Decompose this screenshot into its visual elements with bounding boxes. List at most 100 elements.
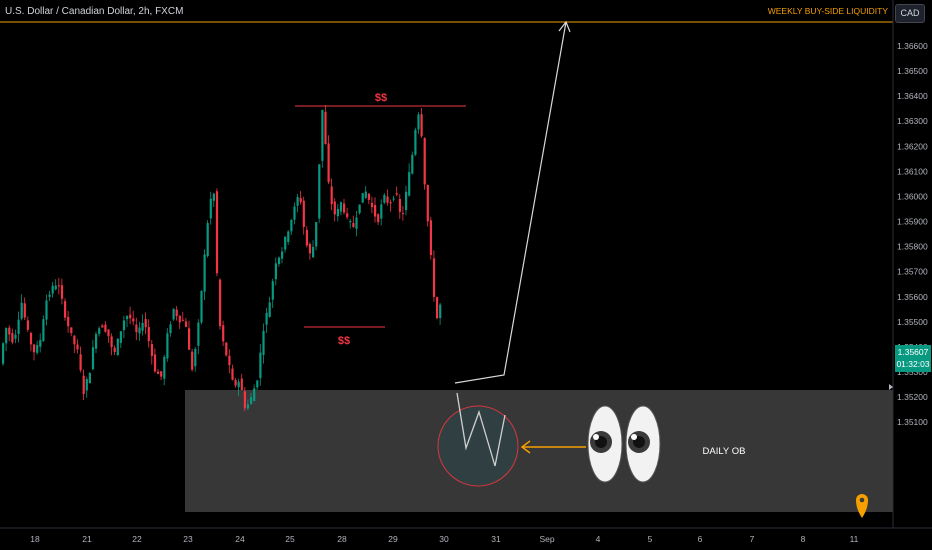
candle-body [57, 285, 60, 287]
candle-body [144, 318, 147, 328]
candle-body [95, 334, 98, 349]
candle-body [175, 309, 178, 317]
candle-body [17, 319, 20, 334]
candle-body [54, 285, 57, 290]
time-tick-label: 24 [235, 534, 245, 544]
candle-body [370, 202, 374, 208]
candle-body [191, 351, 194, 370]
candle-body [389, 202, 392, 204]
candle-body [184, 321, 188, 327]
time-tick-label: 30 [439, 534, 449, 544]
candle-body [98, 328, 101, 334]
candle-body [436, 297, 439, 319]
candle-body [312, 246, 315, 258]
candle-body [237, 381, 240, 388]
price-tick-label: 1.35100 [897, 417, 928, 427]
candle-body [150, 344, 153, 356]
candle-body [374, 204, 377, 217]
candle-body [420, 114, 423, 137]
candle-body [33, 344, 36, 353]
candle-body [126, 316, 129, 320]
candle-body [222, 325, 225, 342]
daily-ob-label: DAILY OB [703, 446, 746, 457]
candle-body [377, 214, 380, 223]
candle-body [321, 109, 324, 161]
candle-body [228, 355, 231, 366]
candle-body [398, 198, 401, 212]
candle-body [2, 343, 5, 364]
candle-body [212, 193, 215, 201]
candle-body [386, 196, 389, 203]
candle-body [215, 191, 219, 274]
price-tick-label: 1.36100 [897, 166, 928, 176]
candle-body [296, 197, 299, 206]
candle-body [262, 330, 265, 355]
candle-body [70, 327, 73, 334]
candle-body [26, 320, 29, 330]
candle-body [88, 372, 91, 384]
candle-body [138, 327, 141, 334]
time-axis-ticks: 18 21 22 23 24 25 28 29 30 31 Sep 4 5 6 7 8 11 [30, 534, 858, 544]
candle-body [284, 236, 287, 250]
candle-body [166, 333, 169, 359]
location-pin-icon[interactable] [856, 494, 868, 518]
weekly-liquidity-label: WEEKLY BUY-SIDE LIQUIDITY [768, 6, 889, 16]
candle-body [268, 302, 271, 317]
candle-series [2, 105, 442, 412]
daily-ob-zone[interactable] [185, 390, 893, 512]
candle-body [243, 391, 246, 409]
candle-body [119, 331, 122, 343]
candle-body [259, 352, 262, 379]
candle-body [181, 319, 184, 321]
candle-body [308, 243, 312, 254]
candle-body [305, 229, 308, 246]
price-tick-label: 1.35800 [897, 242, 928, 252]
candle-body [188, 328, 191, 350]
candle-body [11, 333, 14, 343]
price-tick-label: 1.35500 [897, 317, 928, 327]
symbol-title[interactable]: U.S. Dollar / Canadian Dollar, 2h, FXCM [5, 6, 184, 17]
candle-body [355, 217, 358, 229]
candle-body [343, 203, 346, 213]
candle-body [327, 143, 330, 183]
candle-body [392, 198, 395, 200]
candle-body [85, 379, 88, 391]
candle-body [401, 213, 405, 215]
candle-body [178, 315, 181, 323]
candle-body [91, 347, 95, 370]
candle-body [194, 348, 197, 367]
candle-body [364, 191, 367, 198]
price-tick-label: 1.35900 [897, 217, 928, 227]
time-tick-label: 11 [850, 534, 859, 544]
time-tick-label: 6 [698, 534, 703, 544]
candle-body [79, 354, 82, 371]
candle-body [287, 231, 290, 242]
time-tick-label: 29 [388, 534, 398, 544]
candle-body [246, 404, 250, 409]
price-tick-label: 1.35300 [897, 367, 928, 377]
candle-body [349, 221, 352, 223]
candle-body [367, 193, 370, 200]
candle-body [203, 254, 206, 292]
price-axis[interactable] [893, 0, 932, 528]
focus-circle[interactable] [437, 405, 519, 487]
candle-body [60, 285, 64, 299]
currency-button[interactable]: CAD [895, 4, 925, 23]
candle-body [361, 193, 364, 203]
orange-arrowhead [520, 440, 531, 454]
price-marker-arrow [889, 384, 893, 390]
candle-body [339, 202, 343, 212]
candle-body [383, 195, 386, 203]
candle-body [426, 185, 429, 222]
candle-body [39, 340, 42, 347]
price-tick-label: 1.36400 [897, 91, 928, 101]
projection-path[interactable] [454, 21, 567, 384]
price-tick-label: 1.36300 [897, 116, 928, 126]
candle-body [429, 220, 432, 256]
candle-body [302, 200, 305, 228]
candle-body [405, 191, 408, 211]
candle-body [432, 258, 436, 298]
candle-body [346, 213, 349, 218]
candle-body [277, 257, 281, 265]
